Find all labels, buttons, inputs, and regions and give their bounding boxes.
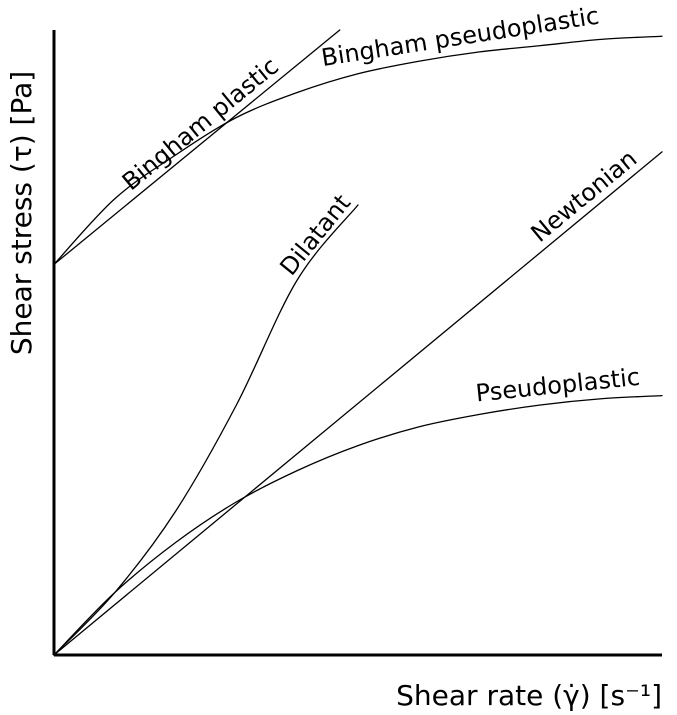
curve-newtonian xyxy=(53,151,663,656)
label-bingham-plastic: Bingham plastic xyxy=(117,52,284,196)
labels-layer: Bingham plastic Bingham pseudoplastic Dila… xyxy=(117,2,642,408)
x-axis-label: Shear rate (γ̇) [s⁻¹] xyxy=(396,679,662,712)
label-dilatant: Dilatant xyxy=(274,189,356,281)
y-axis-label: Shear stress (τ) [Pa] xyxy=(5,71,38,355)
label-pseudoplastic: Pseudoplastic xyxy=(474,363,641,408)
label-bingham-pseudoplastic: Bingham pseudoplastic xyxy=(319,2,601,72)
curve-bingham-plastic xyxy=(53,29,341,266)
label-newtonian: Newtonian xyxy=(526,144,643,247)
curves-layer xyxy=(53,29,663,656)
curve-pseudoplastic xyxy=(53,394,663,656)
curve-dilatant xyxy=(53,204,359,656)
curve-bingham-pseudoplastic xyxy=(53,35,663,266)
